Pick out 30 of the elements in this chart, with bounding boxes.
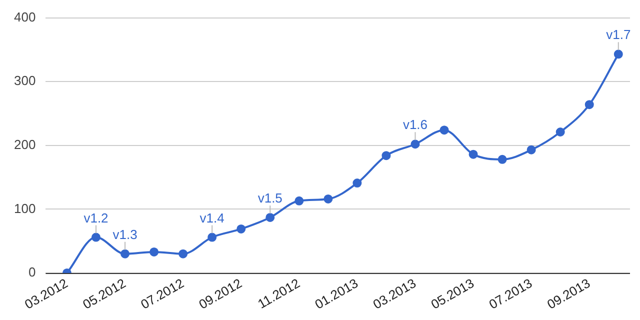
annotation: v1.6 [402, 117, 428, 132]
point [120, 249, 130, 258]
annotation: v1.3 [112, 226, 138, 242]
point [556, 128, 565, 136]
point [468, 150, 478, 159]
point [266, 212, 275, 222]
annotation: v1.4 [200, 210, 224, 226]
point [440, 126, 449, 135]
point [410, 140, 420, 149]
point [584, 100, 594, 110]
y-tick-label: 0 [28, 264, 36, 280]
point [614, 50, 623, 59]
annotation: v1.7 [606, 27, 631, 42]
point [324, 194, 333, 204]
point [236, 224, 246, 234]
y-tick-label: 300 [14, 73, 36, 88]
annotation: v1.5 [258, 190, 282, 206]
annotation: v1.2 [84, 210, 108, 226]
point [150, 247, 159, 256]
point [91, 232, 100, 242]
point [352, 178, 362, 188]
point [178, 249, 188, 258]
point [208, 232, 217, 242]
y-tick-label: 200 [14, 136, 36, 152]
point [498, 154, 507, 164]
y-tick-label: 100 [14, 200, 36, 216]
point [382, 151, 391, 160]
point [294, 196, 304, 206]
point [526, 145, 536, 154]
y-tick-label: 400 [14, 9, 36, 24]
